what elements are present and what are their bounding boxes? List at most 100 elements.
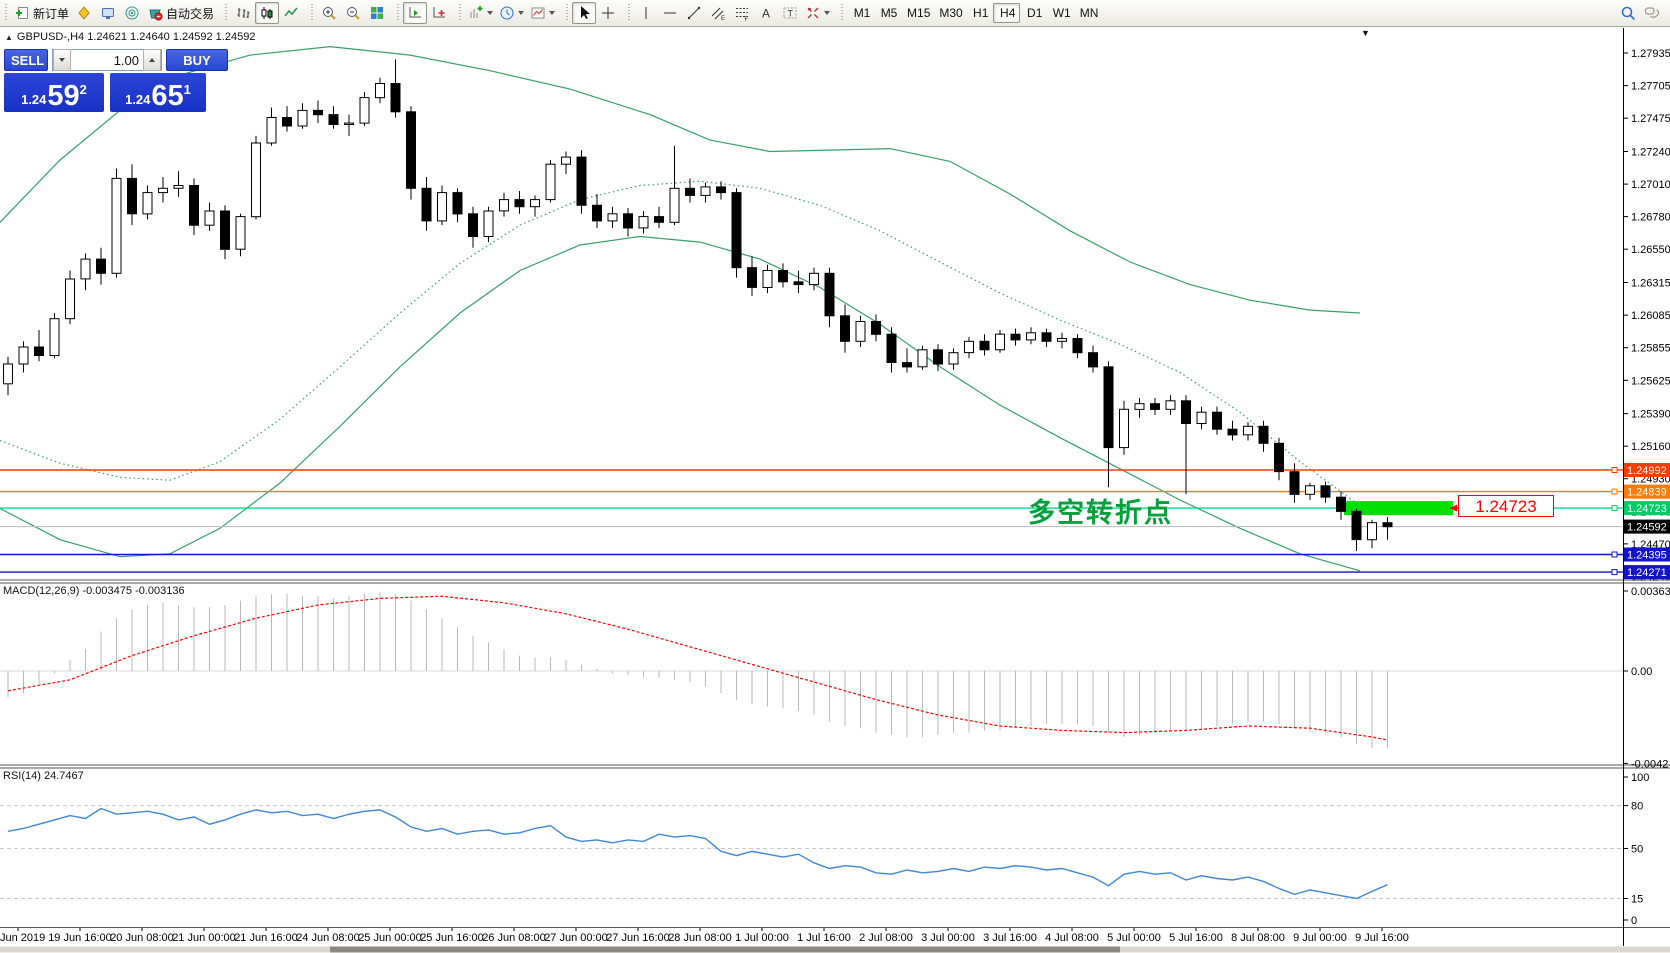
svg-text:27 Jun 16:00: 27 Jun 16:00 bbox=[606, 932, 670, 944]
terminal-icon bbox=[124, 5, 140, 21]
line-chart-button[interactable] bbox=[279, 2, 303, 24]
sell-button[interactable]: SELL bbox=[4, 49, 48, 71]
sell-price-box[interactable]: 1.24 59 2 bbox=[4, 73, 104, 112]
tf-m15-button[interactable]: M15 bbox=[901, 3, 933, 23]
callout-arrow-icon bbox=[1450, 504, 1457, 512]
grip-icon bbox=[840, 4, 845, 22]
sell-price-big: 59 bbox=[47, 80, 80, 112]
arrows-button[interactable] bbox=[802, 2, 833, 24]
svg-text:1.26085: 1.26085 bbox=[1631, 310, 1670, 322]
candle-chart-icon bbox=[259, 5, 275, 21]
channel-icon: E bbox=[710, 5, 726, 21]
terminal-button[interactable] bbox=[120, 2, 144, 24]
volume-stepper bbox=[52, 49, 162, 71]
svg-text:24 Jun 08:00: 24 Jun 08:00 bbox=[296, 932, 360, 944]
sell-price-small: 1.24 bbox=[21, 92, 47, 107]
periods-button[interactable] bbox=[496, 2, 527, 24]
cursor-button[interactable] bbox=[572, 2, 597, 24]
svg-text:1.24839: 1.24839 bbox=[1627, 487, 1667, 499]
indicators-button[interactable] bbox=[465, 2, 496, 24]
tf-h4-button[interactable]: H4 bbox=[992, 3, 1020, 23]
svg-text:28 Jun 08:00: 28 Jun 08:00 bbox=[668, 932, 732, 944]
triangle-up-icon bbox=[149, 58, 155, 62]
macd-indicator-label: MACD(12,26,9) -0.003475 -0.003136 bbox=[3, 585, 185, 597]
tf-h1-button[interactable]: H1 bbox=[966, 3, 993, 23]
svg-text:8 Jul 08:00: 8 Jul 08:00 bbox=[1231, 932, 1285, 944]
svg-text:1.27935: 1.27935 bbox=[1631, 48, 1670, 60]
candle-chart-button[interactable] bbox=[255, 2, 280, 24]
tf-m1-button[interactable]: M1 bbox=[847, 3, 874, 23]
tf-w1-button[interactable]: W1 bbox=[1047, 3, 1074, 23]
zoom-in-button[interactable] bbox=[317, 2, 341, 24]
new-order-button[interactable]: 新订单 bbox=[11, 2, 72, 24]
highlight-rectangle[interactable] bbox=[1344, 501, 1453, 516]
new-order-icon bbox=[14, 5, 30, 21]
svg-text:1.25625: 1.25625 bbox=[1631, 375, 1670, 387]
navigator-button[interactable] bbox=[96, 2, 120, 24]
svg-text:E: E bbox=[721, 16, 725, 21]
volume-increase-button[interactable] bbox=[143, 49, 161, 71]
search-button[interactable] bbox=[1616, 2, 1640, 24]
bar-chart-button[interactable] bbox=[231, 2, 255, 24]
chat-icon bbox=[1644, 5, 1660, 21]
annotation-text[interactable]: 多空转折点 bbox=[1028, 498, 1173, 528]
svg-text:1.26780: 1.26780 bbox=[1631, 212, 1670, 224]
chat-button[interactable] bbox=[1640, 2, 1664, 24]
vertical-line-button[interactable] bbox=[634, 2, 658, 24]
vertical-line-icon bbox=[638, 5, 654, 21]
tf-m30-button-label: M30 bbox=[939, 6, 963, 20]
auto-scroll-button[interactable] bbox=[403, 2, 428, 24]
zoom-out-button[interactable] bbox=[341, 2, 365, 24]
volume-decrease-button[interactable] bbox=[53, 49, 71, 71]
crosshair-button[interactable] bbox=[596, 2, 620, 24]
svg-text:50: 50 bbox=[1631, 844, 1643, 856]
candles-series bbox=[3, 59, 1393, 551]
tf-mn-button[interactable]: MN bbox=[1074, 3, 1102, 23]
tf-m1-button-label: M1 bbox=[853, 6, 871, 20]
svg-text:21 Jun 00:00: 21 Jun 00:00 bbox=[172, 932, 236, 944]
trendline-button[interactable] bbox=[682, 2, 706, 24]
buy-price-sup: 1 bbox=[183, 82, 191, 97]
svg-text:5 Jul 16:00: 5 Jul 16:00 bbox=[1169, 932, 1223, 944]
svg-text:1 Jul 16:00: 1 Jul 16:00 bbox=[797, 932, 851, 944]
autotrading-button[interactable]: 自动交易 bbox=[144, 2, 217, 24]
grip-icon bbox=[4, 4, 8, 22]
navigator-icon bbox=[100, 5, 116, 21]
symbol-quote-text: GBPUSD-,H4 1.24621 1.24640 1.24592 1.245… bbox=[16, 31, 256, 43]
arrows-icon bbox=[805, 5, 821, 21]
svg-text:1.27010: 1.27010 bbox=[1631, 179, 1670, 191]
svg-text:15: 15 bbox=[1631, 894, 1643, 906]
chevron-down-icon bbox=[518, 11, 525, 15]
svg-text:100: 100 bbox=[1631, 772, 1649, 784]
tile-windows-button[interactable] bbox=[365, 2, 389, 24]
chart-shift-icon bbox=[431, 5, 447, 21]
horizontal-line-button[interactable] bbox=[658, 2, 682, 24]
svg-text:1.24592: 1.24592 bbox=[1627, 522, 1667, 534]
buy-price-box[interactable]: 1.24 65 1 bbox=[110, 73, 206, 112]
collapse-marker-icon[interactable]: ▼ bbox=[1361, 28, 1370, 38]
zoom-out-icon bbox=[345, 5, 361, 21]
tf-d1-button[interactable]: D1 bbox=[1020, 3, 1047, 23]
svg-text:1.26550: 1.26550 bbox=[1631, 244, 1670, 256]
svg-text:1.24723: 1.24723 bbox=[1627, 503, 1667, 515]
fibonacci-button[interactable]: F bbox=[730, 2, 754, 24]
tf-m5-button[interactable]: M5 bbox=[874, 3, 901, 23]
svg-text:0.003637: 0.003637 bbox=[1631, 586, 1670, 598]
buy-button[interactable]: BUY bbox=[166, 49, 228, 71]
macd-histogram bbox=[7, 591, 1388, 748]
toolbar-group-files: 新订单 自动交易 bbox=[0, 0, 220, 27]
volume-input[interactable] bbox=[71, 50, 143, 70]
text-label-button[interactable]: T bbox=[778, 2, 802, 24]
market-watch-button[interactable] bbox=[72, 2, 96, 24]
horizontal-scrollbar-thumb[interactable] bbox=[330, 946, 1120, 953]
svg-text:1.25855: 1.25855 bbox=[1631, 343, 1670, 355]
price-callout-label[interactable]: 1.24723 bbox=[1458, 495, 1554, 517]
tf-m30-button[interactable]: M30 bbox=[933, 3, 965, 23]
text-button[interactable]: A bbox=[754, 2, 778, 24]
chart-shift-button[interactable] bbox=[427, 2, 451, 24]
templates-button[interactable] bbox=[527, 2, 558, 24]
channel-button[interactable]: E bbox=[706, 2, 730, 24]
